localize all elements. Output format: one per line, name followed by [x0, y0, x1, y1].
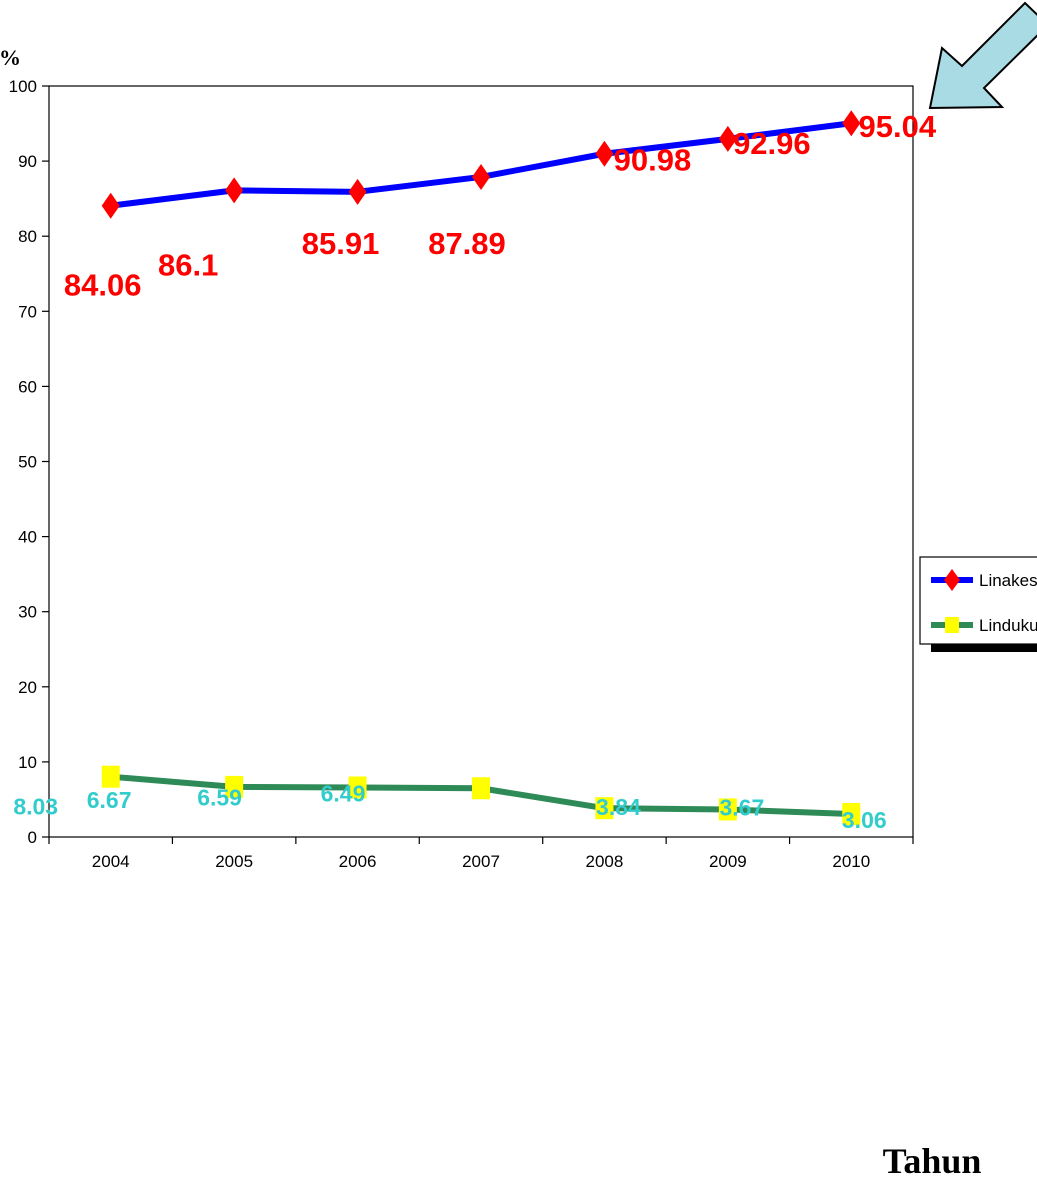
legend-marker: [945, 617, 959, 633]
legend-label: Lindukun: [979, 616, 1037, 635]
y-tick-label: 20: [18, 678, 37, 697]
data-point-marker: [348, 776, 367, 799]
data-label: 8.03: [13, 794, 58, 820]
x-tick-label: 2009: [709, 852, 747, 871]
data-point-marker: [718, 125, 737, 152]
data-label: 6.59: [197, 785, 242, 811]
x-tick-label: 2010: [832, 852, 870, 871]
data-label: 90.98: [614, 143, 692, 178]
legend-marker: [944, 569, 960, 591]
data-label: 3.84: [596, 794, 641, 820]
data-label: 92.96: [733, 126, 811, 161]
y-tick-label: 70: [18, 302, 37, 321]
data-label: 3.67: [719, 794, 764, 820]
data-label: 3.06: [842, 807, 887, 833]
y-tick-label: 100: [9, 77, 37, 96]
data-label: 87.89: [428, 226, 506, 261]
data-point-marker: [225, 177, 244, 204]
data-point-marker: [472, 163, 490, 190]
data-label: 85.91: [302, 226, 380, 261]
x-axis-title: Tahun: [883, 1141, 982, 1181]
data-point-marker: [718, 798, 737, 821]
data-point-marker: [842, 110, 861, 137]
data-label: 6.67: [87, 787, 132, 813]
annotation-arrow: [928, 1, 1037, 110]
y-tick-label: 0: [28, 828, 37, 847]
data-point-marker: [842, 803, 861, 826]
data-point-marker: [348, 178, 367, 205]
data-point-marker: [225, 775, 244, 798]
legend-label: Linakes: [979, 571, 1037, 590]
data-label: 86.1: [158, 247, 218, 282]
y-tick-label: 10: [18, 753, 37, 772]
y-axis-title: %: [0, 45, 21, 70]
data-point-marker: [472, 777, 490, 800]
data-point-marker: [101, 765, 120, 788]
data-label: 84.06: [64, 268, 142, 303]
y-tick-label: 90: [18, 152, 37, 171]
data-label: 6.49: [321, 780, 366, 806]
x-tick-label: 2005: [215, 852, 253, 871]
x-tick-label: 2006: [339, 852, 377, 871]
y-tick-label: 50: [18, 453, 37, 472]
x-tick-label: 2008: [586, 852, 624, 871]
y-tick-label: 30: [18, 603, 37, 622]
data-point-marker: [595, 797, 614, 820]
y-tick-label: 80: [18, 227, 37, 246]
data-point-marker: [595, 140, 614, 167]
plot-area: [48, 85, 914, 838]
data-label: 95.04: [858, 109, 936, 144]
x-tick-label: 2007: [462, 852, 500, 871]
x-tick-label: 2004: [92, 852, 130, 871]
legend: Linakes Lindukun: [919, 556, 1037, 652]
data-point-marker: [101, 192, 120, 219]
legend-box: [919, 556, 1037, 645]
y-tick-label: 60: [18, 377, 37, 396]
y-tick-label: 40: [18, 528, 37, 547]
